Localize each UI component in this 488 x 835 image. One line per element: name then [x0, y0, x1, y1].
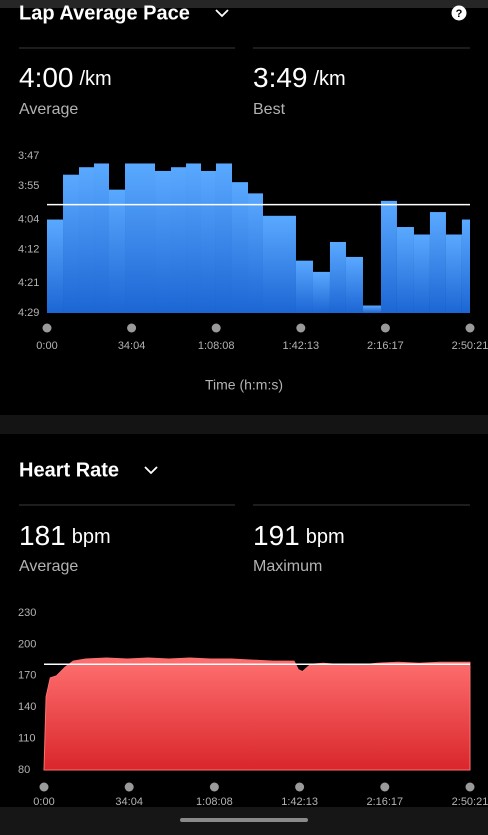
y-tick-label: 140 [18, 701, 36, 713]
help-button[interactable] [451, 5, 467, 21]
x-tick-dot [209, 782, 219, 792]
y-tick-label: 3:55 [18, 180, 39, 192]
bar [78, 167, 95, 313]
bar [186, 163, 201, 313]
dropdown-chevron[interactable] [144, 466, 158, 475]
x-tick-dot [465, 782, 475, 792]
x-tick-label: 2:50:21 [452, 796, 488, 808]
stat-number: 3:49 [253, 62, 308, 93]
bar [248, 193, 263, 313]
x-tick-label: 2:16:17 [366, 796, 403, 808]
stat-number: 191 [253, 520, 300, 551]
bar [461, 219, 470, 313]
bar [63, 174, 79, 313]
bar [429, 212, 446, 313]
bar [396, 227, 414, 313]
y-tick-label: 3:47 [18, 150, 39, 162]
x-tick-label: 1:42:13 [281, 796, 318, 808]
bar [413, 234, 430, 313]
bar [312, 271, 330, 313]
y-tick-label: 170 [18, 670, 36, 682]
bar [108, 189, 126, 313]
bar [445, 234, 462, 313]
y-tick-label: 110 [18, 733, 36, 745]
stat-value: 3:49/km [253, 62, 346, 93]
section-title: Lap Average Pace [19, 2, 190, 24]
bar [295, 260, 313, 313]
x-tick-label: 34:04 [118, 340, 146, 352]
x-tick-label: 1:42:13 [282, 340, 319, 352]
x-tick-label: 0:00 [33, 796, 54, 808]
stat-unit: /km [314, 68, 346, 90]
y-tick-label: 4:21 [18, 277, 39, 289]
x-tick-dot [211, 323, 221, 333]
stat-label: Maximum [253, 558, 322, 575]
home-indicator[interactable] [180, 818, 308, 822]
x-tick-dot [380, 323, 390, 333]
x-tick-dot [124, 782, 134, 792]
status-strip [0, 0, 488, 8]
bar [200, 170, 216, 313]
stat-unit: /km [80, 68, 112, 90]
x-tick-label: 1:08:08 [196, 796, 233, 808]
stat-number: 4:00 [19, 62, 74, 93]
x-tick-label: 34:04 [115, 796, 143, 808]
x-tick-dot [127, 323, 137, 333]
bar [362, 305, 381, 313]
x-tick-dot [296, 323, 306, 333]
y-tick-label: 200 [18, 638, 36, 650]
x-tick-dot [380, 782, 390, 792]
bar [155, 170, 171, 313]
x-tick-label: 0:00 [36, 340, 57, 352]
x-tick-label: 1:08:08 [198, 340, 235, 352]
x-tick-dot [295, 782, 305, 792]
y-tick-label: 4:12 [18, 243, 39, 255]
dropdown-chevron[interactable] [215, 9, 229, 18]
y-tick-label: 230 [18, 607, 36, 619]
bar [345, 256, 363, 313]
bar [47, 219, 64, 313]
stat-unit: bpm [72, 526, 111, 548]
y-tick-label: 4:29 [18, 307, 39, 319]
y-tick-label: 4:04 [18, 213, 39, 225]
x-axis-title: Time (h:m:s) [205, 377, 283, 393]
stat-label: Average [19, 558, 78, 575]
section-separator [0, 415, 488, 434]
section-title: Heart Rate [19, 459, 119, 481]
stat-unit: bpm [306, 526, 345, 548]
x-tick-label: 2:50:21 [452, 340, 488, 352]
area [43, 657, 471, 771]
bar [262, 215, 296, 313]
x-tick-dot [39, 782, 49, 792]
stat-label: Best [253, 101, 286, 118]
bar [215, 163, 232, 313]
stat-value: 181 bpm [19, 520, 111, 551]
stat-value: 4:00/km [19, 62, 112, 93]
help-glyph: ? [456, 8, 463, 20]
bar [380, 200, 397, 313]
stat-value: 191 bpm [253, 520, 345, 551]
bar [125, 163, 156, 313]
x-tick-label: 2:16:17 [367, 340, 404, 352]
bar [94, 163, 109, 313]
bar [329, 241, 346, 313]
bar [231, 182, 249, 313]
bar [170, 167, 187, 313]
x-tick-dot [42, 323, 52, 333]
y-tick-label: 80 [18, 764, 30, 776]
x-tick-dot [465, 323, 475, 333]
stat-label: Average [19, 101, 78, 118]
stat-number: 181 [19, 520, 66, 551]
